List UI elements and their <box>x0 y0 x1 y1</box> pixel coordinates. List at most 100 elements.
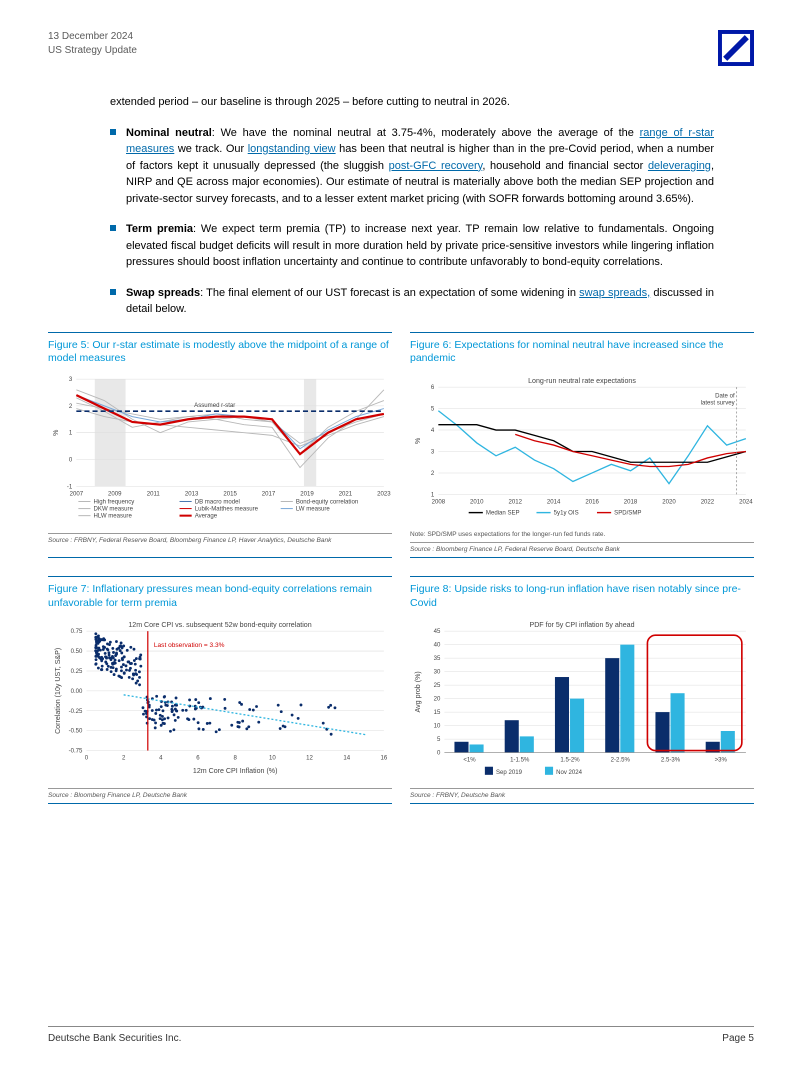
svg-text:5: 5 <box>437 737 441 743</box>
svg-text:25: 25 <box>434 683 441 689</box>
svg-text:3: 3 <box>69 377 73 383</box>
svg-text:latest survey: latest survey <box>701 400 736 406</box>
svg-text:2021: 2021 <box>339 491 353 497</box>
link-longstanding-view[interactable]: longstanding view <box>248 143 336 155</box>
bullet-swap-spreads: Swap spreads: The final element of our U… <box>110 285 714 318</box>
svg-text:%: % <box>52 428 60 435</box>
svg-text:Bond-equity correlation: Bond-equity correlation <box>296 499 358 505</box>
svg-text:5y1y OIS: 5y1y OIS <box>554 510 579 516</box>
svg-text:Correlation (10y UST, S&P): Correlation (10y UST, S&P) <box>54 648 62 734</box>
bullet-term-premia: Term premia: We expect term premia (TP) … <box>110 221 714 271</box>
figure-7-source: Source : Bloomberg Finance LP, Deutsche … <box>48 788 392 799</box>
svg-text:1-1.5%: 1-1.5% <box>510 758 530 764</box>
bullet-lead: Swap spreads <box>126 287 200 299</box>
svg-text:12m Core CPI Inflation (%): 12m Core CPI Inflation (%) <box>193 767 278 775</box>
svg-text:2016: 2016 <box>585 499 599 505</box>
bullet-text: Term premia: We expect term premia (TP) … <box>126 221 714 271</box>
link-post-gfc[interactable]: post-GFC recovery <box>389 160 483 172</box>
link-deleveraging[interactable]: deleveraging <box>648 160 711 172</box>
svg-text:High frequency: High frequency <box>94 499 136 505</box>
svg-text:2011: 2011 <box>147 491 161 497</box>
figure-8-chart: PDF for 5y CPI inflation 5y ahead0510152… <box>410 617 754 779</box>
bullet-lead: Term premia <box>126 223 193 235</box>
svg-text:<1%: <1% <box>463 758 476 764</box>
svg-text:8: 8 <box>233 756 237 762</box>
figure-5-title: Figure 5: Our r-star estimate is modestl… <box>48 339 392 367</box>
svg-text:2020: 2020 <box>662 499 676 505</box>
svg-text:0: 0 <box>85 756 89 762</box>
svg-text:2024: 2024 <box>739 499 753 505</box>
svg-text:0.00: 0.00 <box>71 689 83 695</box>
figure-5-chart: -10123%200720092011201320152017201920212… <box>48 373 392 525</box>
svg-text:Long-run neutral rate expectat: Long-run neutral rate expectations <box>528 377 636 385</box>
figure-8-title: Figure 8: Upside risks to long-run infla… <box>410 583 754 611</box>
footer-right: Page 5 <box>722 1033 754 1044</box>
svg-text:Last observation = 3.3%: Last observation = 3.3% <box>154 642 225 649</box>
svg-text:2008: 2008 <box>432 499 446 505</box>
bullet-text: Swap spreads: The final element of our U… <box>126 285 714 318</box>
svg-text:1.5-2%: 1.5-2% <box>560 758 580 764</box>
svg-text:Nov 2024: Nov 2024 <box>556 770 583 776</box>
figure-5-source: Source : FRBNY, Federal Reserve Board, B… <box>48 533 392 544</box>
svg-text:0: 0 <box>69 457 73 463</box>
svg-text:2010: 2010 <box>470 499 484 505</box>
svg-text:12: 12 <box>306 756 313 762</box>
svg-text:3: 3 <box>431 449 435 455</box>
svg-text:LW measure: LW measure <box>296 506 331 512</box>
bullet-icon <box>110 225 116 231</box>
figure-6-source: Source : Bloomberg Finance LP, Federal R… <box>410 542 754 553</box>
link-swap-spreads[interactable]: swap spreads, <box>579 287 650 299</box>
svg-text:10: 10 <box>434 724 441 730</box>
svg-text:DKW measure: DKW measure <box>94 506 134 512</box>
svg-text:Sep 2019: Sep 2019 <box>496 770 523 776</box>
svg-text:Avg prob (%): Avg prob (%) <box>414 672 422 713</box>
bullet-text: Nominal neutral: We have the nominal neu… <box>126 125 714 208</box>
svg-text:2013: 2013 <box>185 491 199 497</box>
svg-text:10: 10 <box>269 756 276 762</box>
figure-6-chart: Long-run neutral rate expectations123456… <box>410 373 754 525</box>
svg-text:SPD/SMP: SPD/SMP <box>614 510 641 516</box>
figure-7-chart: 12m Core CPI vs. subsequent 52w bond-equ… <box>48 617 392 779</box>
svg-text:2: 2 <box>69 403 73 409</box>
svg-text:35: 35 <box>434 656 441 662</box>
svg-text:45: 45 <box>434 629 441 635</box>
svg-text:1: 1 <box>69 430 73 436</box>
svg-text:-1: -1 <box>67 484 73 490</box>
svg-text:2: 2 <box>122 756 126 762</box>
svg-text:2015: 2015 <box>223 491 237 497</box>
bullet-icon <box>110 129 116 135</box>
figures-grid: Figure 5: Our r-star estimate is modestl… <box>48 332 754 805</box>
svg-text:2: 2 <box>431 470 435 476</box>
svg-text:%: % <box>414 436 422 443</box>
svg-text:1: 1 <box>431 492 435 498</box>
db-logo-icon <box>718 30 754 66</box>
svg-text:HLW measure: HLW measure <box>94 513 133 519</box>
svg-text:4: 4 <box>431 428 435 434</box>
figure-7: Figure 7: Inflationary pressures mean bo… <box>48 576 392 804</box>
svg-text:2-2.5%: 2-2.5% <box>611 758 631 764</box>
svg-text:0.75: 0.75 <box>71 629 83 635</box>
body-text: extended period – our baseline is throug… <box>110 94 714 318</box>
figure-6-title: Figure 6: Expectations for nominal neutr… <box>410 339 754 367</box>
svg-text:4: 4 <box>159 756 163 762</box>
svg-text:2019: 2019 <box>300 491 314 497</box>
svg-text:0: 0 <box>437 751 441 757</box>
svg-text:2023: 2023 <box>377 491 391 497</box>
footer-left: Deutsche Bank Securities Inc. <box>48 1033 181 1044</box>
svg-text:2.5-3%: 2.5-3% <box>661 758 681 764</box>
header-title: US Strategy Update <box>48 44 137 58</box>
header-date: 13 December 2024 <box>48 30 137 44</box>
svg-text:2014: 2014 <box>547 499 561 505</box>
page-footer: Deutsche Bank Securities Inc. Page 5 <box>48 1026 754 1044</box>
bullet-nominal-neutral: Nominal neutral: We have the nominal neu… <box>110 125 714 208</box>
svg-text:Lubik-Matthes measure: Lubik-Matthes measure <box>195 506 259 512</box>
svg-text:2018: 2018 <box>624 499 638 505</box>
svg-text:2017: 2017 <box>262 491 276 497</box>
figure-8: Figure 8: Upside risks to long-run infla… <box>410 576 754 804</box>
figure-6: Figure 6: Expectations for nominal neutr… <box>410 332 754 559</box>
figure-5: Figure 5: Our r-star estimate is modestl… <box>48 332 392 559</box>
svg-text:30: 30 <box>434 670 441 676</box>
svg-text:PDF for 5y CPI inflation 5y ah: PDF for 5y CPI inflation 5y ahead <box>529 621 634 629</box>
figure-6-note: Note: SPD/SMP uses expectations for the … <box>410 531 754 538</box>
svg-text:14: 14 <box>343 756 350 762</box>
